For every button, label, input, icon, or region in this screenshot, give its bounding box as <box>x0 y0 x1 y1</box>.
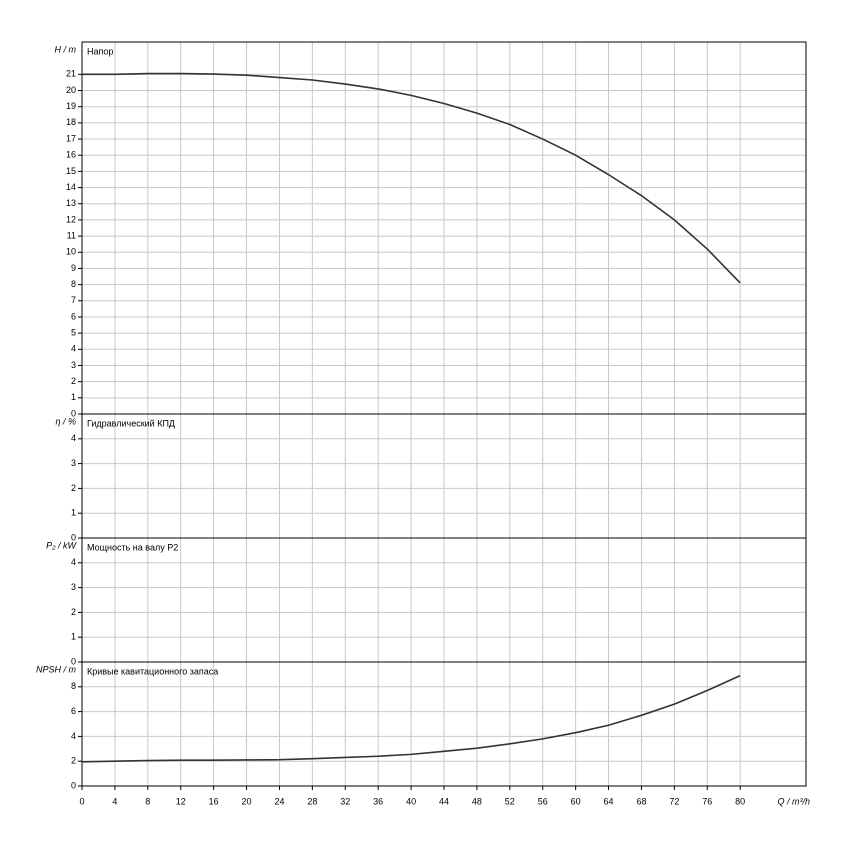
x-tick-label: 72 <box>669 796 679 806</box>
curve <box>82 72 741 284</box>
x-tick-label: 68 <box>636 796 646 806</box>
x-tick-label: 52 <box>505 796 515 806</box>
y-tick-label: 0 <box>71 408 76 418</box>
x-tick-label: 8 <box>145 796 150 806</box>
y-tick-label: 2 <box>71 607 76 617</box>
y-tick-label: 4 <box>71 344 76 354</box>
curve <box>81 674 741 763</box>
x-tick-label: 56 <box>538 796 548 806</box>
x-tick-label: 64 <box>604 796 614 806</box>
y-tick-label: 4 <box>71 433 76 443</box>
y-tick-label: 16 <box>66 150 76 160</box>
panel-title: Мощность на валу P2 <box>87 542 178 552</box>
y-tick-label: 10 <box>66 247 76 257</box>
y-tick-label: 8 <box>71 681 76 691</box>
x-tick-label: 24 <box>274 796 284 806</box>
y-tick-label: 19 <box>66 101 76 111</box>
x-tick-label: 16 <box>209 796 219 806</box>
y-tick-label: 8 <box>71 279 76 289</box>
y-tick-label: 9 <box>71 263 76 273</box>
x-tick-label: 28 <box>307 796 317 806</box>
x-tick-label: 76 <box>702 796 712 806</box>
y-tick-label: 6 <box>71 706 76 716</box>
x-tick-label: 60 <box>571 796 581 806</box>
panel-title: Кривые кавитационного запаса <box>87 666 218 676</box>
x-tick-label: 4 <box>112 796 117 806</box>
y-tick-label: 15 <box>66 166 76 176</box>
x-tick-label: 48 <box>472 796 482 806</box>
y-tick-label: 17 <box>66 133 76 143</box>
x-tick-label: 40 <box>406 796 416 806</box>
y-tick-label: 2 <box>71 756 76 766</box>
x-axis-label: Q / m³/h <box>777 796 810 806</box>
y-tick-label: 3 <box>71 458 76 468</box>
y-tick-label: 2 <box>71 483 76 493</box>
y-tick-label: 7 <box>71 295 76 305</box>
x-tick-label: 20 <box>242 796 252 806</box>
y-tick-label: 14 <box>66 182 76 192</box>
y-tick-label: 2 <box>71 376 76 386</box>
y-tick-label: 18 <box>66 117 76 127</box>
panel-title: Напор <box>87 46 113 56</box>
y-tick-label: 6 <box>71 311 76 321</box>
y-tick-label: 0 <box>71 656 76 666</box>
y-axis-label: NPSH / m <box>36 664 77 674</box>
x-tick-label: 80 <box>735 796 745 806</box>
y-axis-label: P₂ / kW <box>46 540 77 550</box>
y-tick-label: 3 <box>71 582 76 592</box>
x-tick-label: 32 <box>340 796 350 806</box>
y-tick-label: 0 <box>71 532 76 542</box>
y-tick-label: 20 <box>66 85 76 95</box>
y-tick-label: 0 <box>71 780 76 790</box>
y-tick-label: 5 <box>71 328 76 338</box>
y-tick-label: 3 <box>71 360 76 370</box>
x-tick-label: 12 <box>176 796 186 806</box>
x-tick-label: 0 <box>79 796 84 806</box>
y-axis-label: H / m <box>55 44 77 54</box>
y-tick-label: 12 <box>66 214 76 224</box>
panel-title: Гидравлический КПД <box>87 418 175 428</box>
x-tick-label: 44 <box>439 796 449 806</box>
y-tick-label: 1 <box>71 632 76 642</box>
y-tick-label: 13 <box>66 198 76 208</box>
x-tick-label: 36 <box>373 796 383 806</box>
y-axis-label: η / % <box>55 416 76 426</box>
y-tick-label: 1 <box>71 508 76 518</box>
y-tick-label: 21 <box>66 69 76 79</box>
y-tick-label: 4 <box>71 731 76 741</box>
y-tick-label: 4 <box>71 557 76 567</box>
y-tick-label: 1 <box>71 392 76 402</box>
y-tick-label: 11 <box>67 230 76 240</box>
